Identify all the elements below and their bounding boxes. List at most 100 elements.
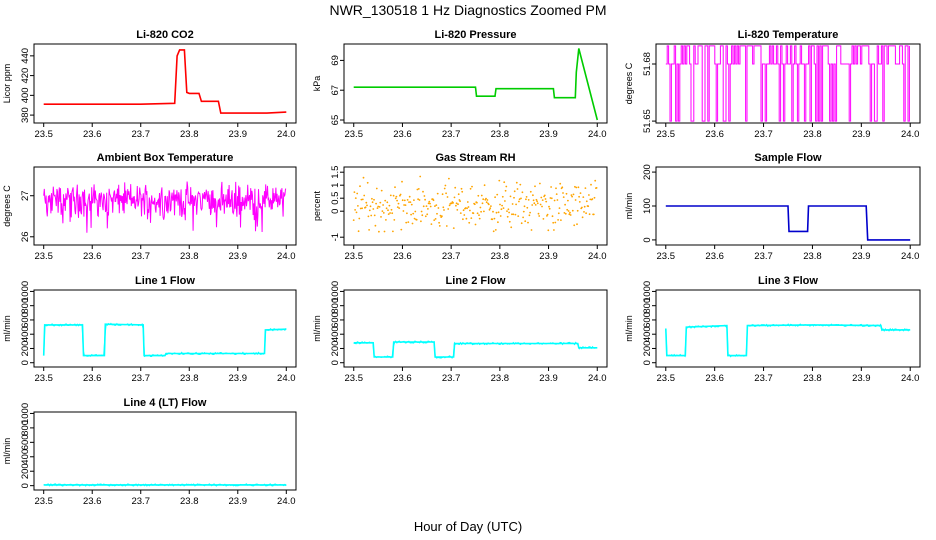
data-point [474,223,477,226]
data-point [537,212,540,215]
panel-title: Line 2 Flow [446,275,506,287]
data-point [523,205,526,208]
data-point [373,214,376,217]
data-point [418,199,421,201]
data-point [517,215,520,218]
data-point [427,202,430,205]
data-point [466,207,468,210]
y-tick-label: 400 [20,326,31,342]
data-point [522,210,525,213]
x-tick-label: 24.0 [277,129,296,140]
data-point [553,229,555,231]
data-point [460,187,463,190]
data-point [511,213,513,216]
data-point [429,202,431,205]
x-tick-label: 23.5 [34,373,53,384]
y-tick-label: 51.68 [642,52,653,76]
y-tick-label: 600 [20,434,31,450]
data-point [581,216,584,219]
data-point [389,194,392,197]
data-point [518,200,520,203]
data-point [527,199,530,201]
y-axis-label: ml/min [624,315,634,342]
x-tick-label: 23.7 [754,129,773,140]
y-tick-label: 27 [20,190,31,201]
plot-frame [343,43,608,124]
data-point [389,212,391,214]
y-tick-label: 0 [330,360,341,365]
data-point [499,215,502,217]
data-point [407,221,410,224]
y-tick-label: 100 [642,198,653,214]
data-point [365,201,368,204]
data-point [567,199,569,202]
data-point [401,180,403,183]
data-point [376,207,379,210]
x-tick-label: 23.9 [852,251,871,262]
data-point [439,214,442,217]
data-point [456,209,459,211]
data-point [501,195,504,198]
data-point [515,181,518,184]
data-point [547,229,550,232]
panel-title: Li-820 Pressure [435,29,517,41]
data-point [480,210,482,213]
data-point [571,195,573,198]
data-point [396,206,399,209]
data-point [406,199,409,201]
x-tick-label: 24.0 [588,129,607,140]
data-point [443,187,446,190]
y-tick-label: 600 [330,312,341,328]
data-point [576,223,578,226]
data-point [465,217,468,220]
y-axis-label: degrees C [624,62,634,104]
y-tick-label: 600 [20,312,31,328]
panel-title: Sample Flow [754,152,822,164]
data-point [383,230,386,233]
y-tick-label: 1 [330,183,341,188]
data-point [363,194,366,197]
data-point [595,187,598,189]
data-point [550,186,552,188]
data-point [386,201,389,204]
data-point [406,212,408,215]
data-point [495,211,498,214]
data-point [519,183,522,186]
data-point [399,193,402,196]
data-point [506,210,508,213]
data-point [354,209,356,211]
data-point [359,207,362,210]
data-point [485,201,488,204]
x-tick-label: 23.8 [803,129,822,140]
data-point [518,198,521,201]
data-point [551,215,554,218]
data-point [581,206,583,209]
series-noise [353,340,597,359]
data-point [419,175,422,178]
data-point [498,179,501,182]
data-point [443,209,445,211]
x-tick-label: 23.6 [705,251,724,262]
data-point [403,199,406,202]
panel-5: Sample Flow 23.5 23.6 23.7 23.8 23.9 24.0 0 100 2… [624,152,921,262]
x-tick-label: 23.9 [229,129,248,140]
data-point [391,212,394,215]
data-point [394,186,396,189]
x-tick-label: 23.5 [657,251,676,262]
data-point [490,205,492,208]
plot-frame [33,166,297,246]
data-point [390,208,393,211]
data-point [476,212,479,215]
data-point [570,194,573,197]
y-axis-label: percent [312,190,322,221]
data-point [532,194,534,197]
data-point [473,203,476,206]
data-point [502,207,505,210]
series-line [353,48,599,121]
panel-6: Line 1 Flow 23.5 23.6 23.7 23.8 23.9 24.0 0 2004… [2,275,297,384]
x-tick-label: 23.8 [180,496,199,507]
x-tick-label: 23.6 [393,373,412,384]
data-point [464,207,467,209]
y-tick-label: 0 [20,360,31,365]
data-point [562,192,564,194]
